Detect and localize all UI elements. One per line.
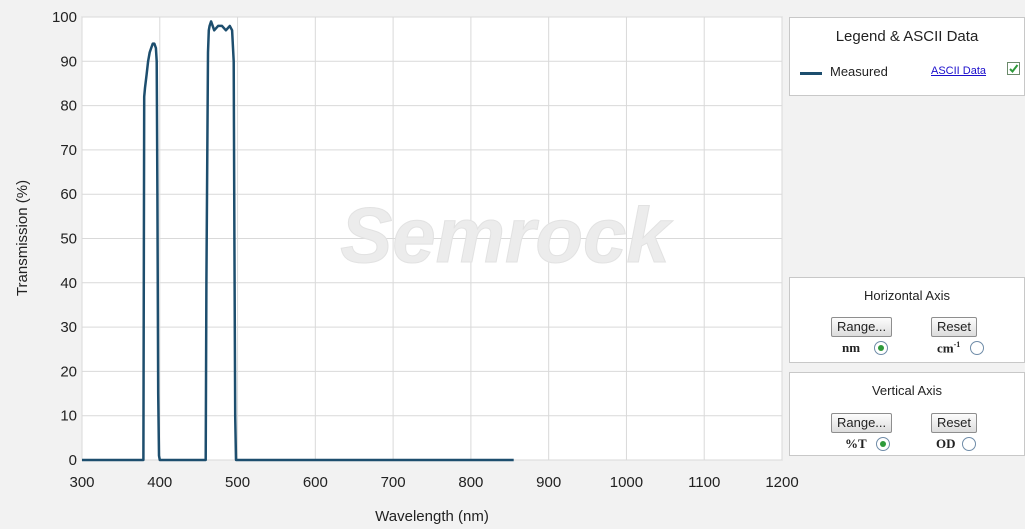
y-tick-label: 40 [60, 275, 77, 292]
x-tick-label: 500 [225, 474, 250, 491]
y-tick-label: 30 [60, 319, 77, 336]
y-axis-label: Transmission (%) [14, 180, 31, 296]
horizontal-range-button[interactable]: Range... [831, 317, 893, 337]
od-label: OD [936, 436, 956, 451]
y-tick-label: 10 [60, 408, 77, 425]
x-tick-label: 700 [381, 474, 406, 491]
vertical-axis-title: Vertical Axis [871, 383, 943, 398]
y-tick-label: 0 [69, 452, 77, 469]
cm-radio[interactable] [970, 341, 984, 355]
nm-radio[interactable] [874, 341, 888, 355]
x-tick-label: 1200 [765, 474, 798, 491]
horizontal-axis-panel: Horizontal Axis Range... Reset nm cm-1 [789, 277, 1025, 363]
horizontal-reset-button[interactable]: Reset [931, 317, 977, 337]
cm-unit-text: cm [937, 340, 954, 356]
y-tick-label: 90 [60, 53, 77, 70]
vertical-reset-button[interactable]: Reset [931, 413, 977, 433]
x-tick-label: 400 [147, 474, 172, 491]
x-tick-label: 800 [458, 474, 483, 491]
percent-t-radio[interactable] [876, 437, 890, 451]
legend-series-label: Measured [830, 64, 888, 79]
y-tick-label: 100 [52, 9, 77, 26]
nm-unit-label: nm [842, 340, 861, 355]
x-axis-label: Wavelength (nm) [375, 508, 489, 525]
legend-swatch [800, 72, 822, 75]
x-tick-label: 1100 [688, 474, 720, 491]
y-tick-label: 70 [60, 142, 77, 159]
legend-panel: Legend & ASCII Data Measured ASCII Data [789, 17, 1025, 96]
y-tick-label: 50 [60, 231, 77, 248]
od-radio[interactable] [962, 437, 976, 451]
x-tick-label: 600 [303, 474, 328, 491]
ascii-data-link[interactable]: ASCII Data [931, 65, 987, 77]
x-tick-label: 300 [69, 474, 94, 491]
ascii-data-checkbox[interactable] [1007, 62, 1020, 75]
cm-unit-label: cm-1 [937, 340, 960, 356]
percent-t-label: %T [845, 436, 867, 451]
check-icon [1009, 64, 1019, 74]
y-tick-label: 20 [60, 363, 77, 380]
y-tick-label: 80 [60, 98, 77, 115]
series-line-measured [82, 20, 514, 462]
y-tick-label: 60 [60, 186, 77, 203]
cm-unit-exponent: -1 [953, 340, 961, 349]
grid [81, 16, 783, 461]
watermark: Semrock [340, 191, 673, 279]
horizontal-axis-title: Horizontal Axis [864, 288, 950, 303]
x-tick-label: 1000 [610, 474, 643, 491]
x-tick-label: 900 [536, 474, 561, 491]
legend-title: Legend & ASCII Data [835, 28, 979, 45]
tick-labels: 300 400 500 600 700 800 900 1000 1100 1200 0 10 20 30… [52, 9, 799, 491]
vertical-axis-panel: Vertical Axis Range... Reset %T OD [789, 372, 1025, 456]
vertical-range-button[interactable]: Range... [831, 413, 893, 433]
series-layer [82, 20, 514, 462]
